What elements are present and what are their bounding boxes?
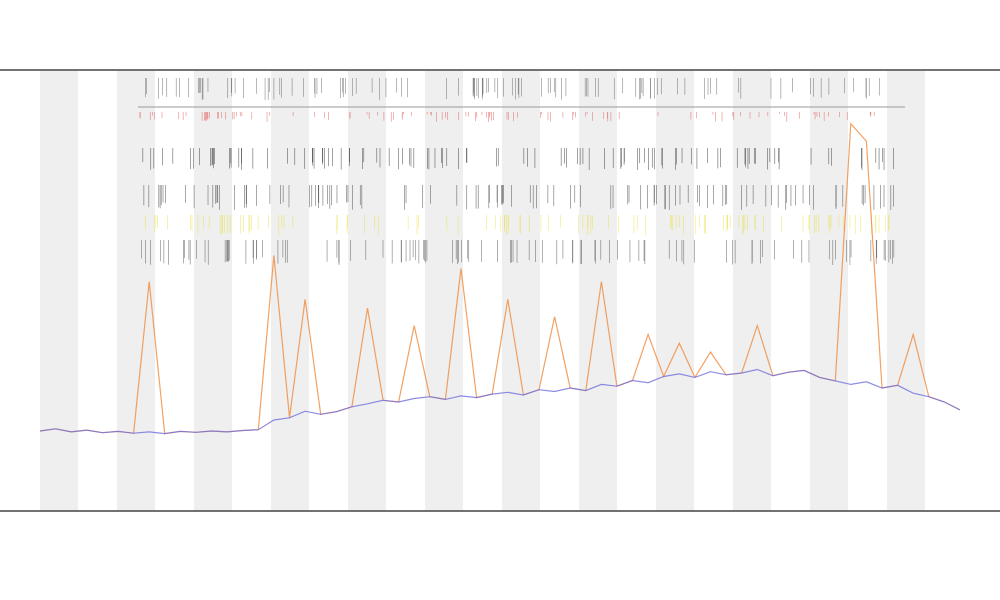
band	[117, 71, 155, 511]
event-raster	[139, 78, 895, 265]
band	[579, 71, 617, 511]
band	[40, 71, 78, 511]
band	[733, 71, 771, 511]
band	[271, 71, 309, 511]
plot-area	[39, 122, 961, 435]
band	[656, 71, 694, 511]
series-line	[39, 368, 961, 435]
band	[425, 71, 463, 511]
band	[810, 71, 848, 511]
band	[502, 71, 540, 511]
background-bands	[40, 71, 925, 511]
band	[887, 71, 925, 511]
band	[348, 71, 386, 511]
band	[194, 71, 232, 511]
